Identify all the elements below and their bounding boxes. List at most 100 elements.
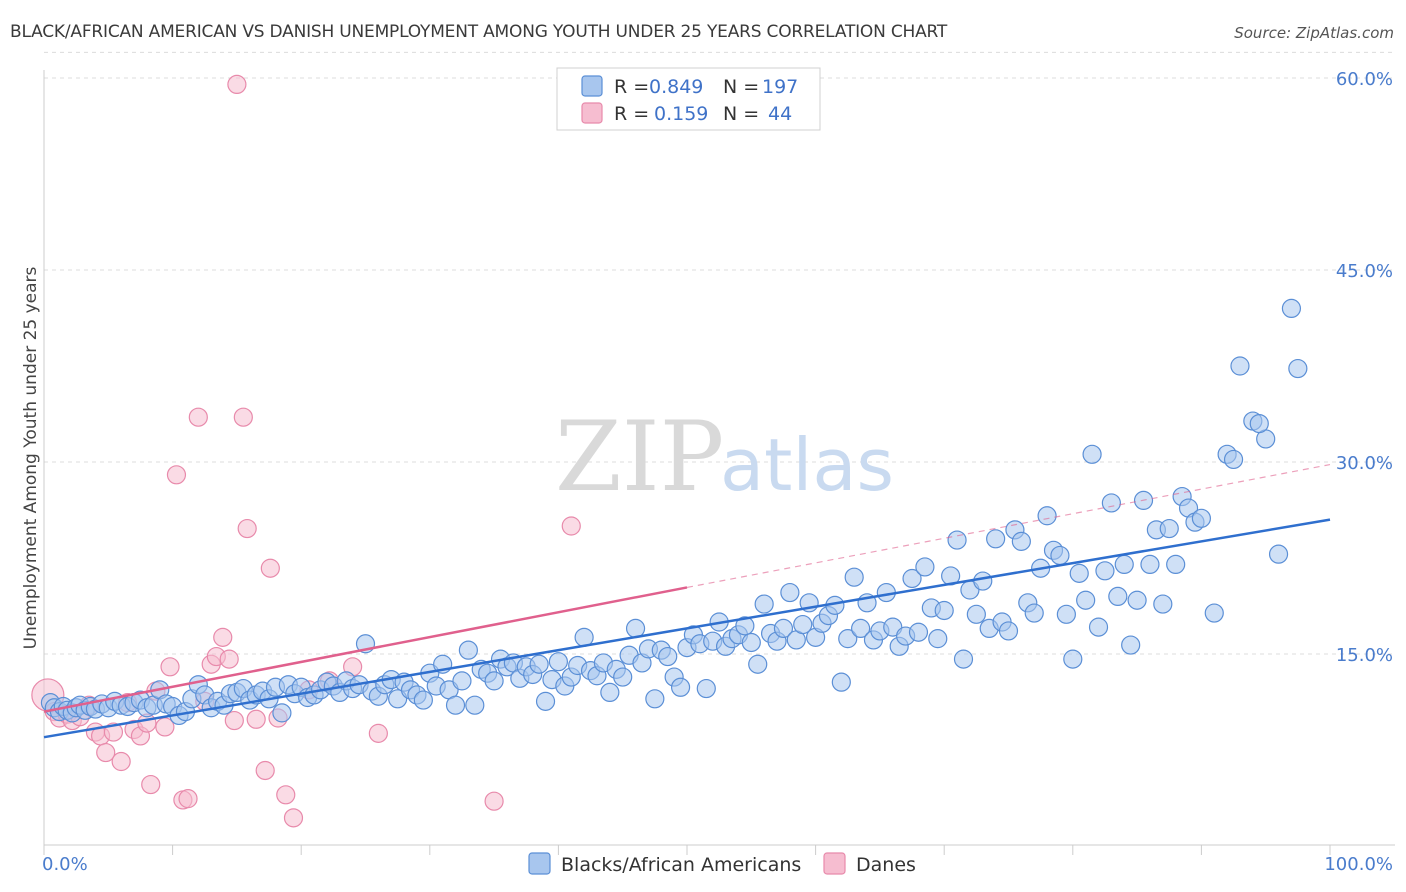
point-blacks	[1037, 506, 1057, 526]
trend-lines	[43, 463, 1331, 739]
legend-n-label-danes: N =	[723, 103, 759, 125]
point-blacks	[851, 618, 871, 639]
point-blacks	[613, 667, 633, 687]
point-blacks	[535, 691, 556, 711]
point-blacks	[1153, 594, 1173, 614]
point-blacks	[986, 529, 1006, 549]
point-blacks	[1108, 586, 1128, 607]
point-blacks	[1024, 603, 1044, 623]
point-blacks	[625, 618, 646, 639]
y-tick-label-2: 45.0%	[1336, 261, 1393, 282]
point-blacks	[413, 690, 433, 710]
point-blacks	[793, 614, 813, 635]
point-danes	[368, 723, 388, 743]
point-danes	[213, 627, 233, 647]
point-danes	[141, 774, 161, 795]
point-blacks	[838, 629, 858, 649]
point-blacks	[1011, 531, 1031, 551]
point-blacks	[1191, 508, 1212, 528]
axes	[43, 70, 1395, 855]
point-blacks	[844, 567, 864, 587]
point-danes	[224, 710, 244, 731]
point-blacks	[928, 629, 948, 649]
point-blacks	[1268, 544, 1289, 564]
point-blacks	[902, 568, 922, 589]
legend-bottom-swatch-danes	[823, 852, 846, 875]
point-danes	[484, 791, 504, 811]
point-blacks	[1076, 590, 1096, 610]
watermark-atlas: atlas	[720, 423, 894, 507]
point-blacks	[741, 632, 761, 653]
legend-bottom-label-danes: Danes	[856, 854, 916, 876]
point-danes	[96, 742, 116, 763]
point-blacks	[1281, 298, 1302, 318]
point-blacks	[1204, 603, 1224, 623]
point-blacks	[445, 695, 466, 715]
watermark: ZIP atlas	[555, 401, 894, 513]
point-blacks	[973, 571, 993, 591]
point-blacks	[1082, 444, 1102, 464]
point-danes	[255, 760, 275, 781]
legend-r-label-blacks: R =	[614, 76, 649, 98]
point-danes	[111, 751, 131, 772]
point-blacks	[831, 672, 851, 692]
point-blacks	[645, 689, 665, 709]
legend-r-label-danes: R =	[614, 103, 649, 125]
point-blacks	[272, 703, 292, 723]
point-blacks	[484, 671, 504, 691]
point-blacks	[670, 677, 691, 697]
point-blacks	[1159, 518, 1179, 539]
watermark-zip: ZIP	[555, 401, 724, 513]
trend-line-danes	[43, 586, 688, 713]
chart-title: BLACK/AFRICAN AMERICAN VS DANISH UNEMPLO…	[10, 22, 948, 42]
point-blacks	[1127, 590, 1147, 610]
point-blacks	[1121, 635, 1141, 655]
point-danes	[260, 558, 280, 578]
point-blacks	[1223, 449, 1244, 470]
point-danes	[160, 657, 180, 677]
point-blacks	[452, 671, 472, 691]
legend-swatch-danes	[581, 102, 603, 124]
trend-line-blacks	[43, 518, 1331, 739]
point-blacks	[658, 646, 678, 667]
point-blacks	[953, 649, 974, 669]
point-blacks	[915, 557, 935, 577]
x-tick-label-min: 0.0%	[42, 854, 88, 875]
point-blacks	[1050, 545, 1070, 566]
point-blacks	[1288, 358, 1308, 379]
point-blacks	[1140, 554, 1160, 575]
legend-n-value-danes: 44	[768, 103, 792, 125]
legend-n-label-blacks: N =	[723, 76, 759, 98]
point-blacks	[1101, 493, 1121, 513]
legend-top: R = 0.849 N = 197 R = 0.159 N = 44	[556, 67, 821, 131]
point-blacks	[908, 622, 929, 642]
point-danes	[166, 465, 187, 485]
point-danes	[246, 709, 266, 729]
point-blacks	[529, 654, 549, 674]
point-blacks	[1095, 561, 1115, 581]
point-blacks	[458, 640, 478, 660]
point-danes	[219, 649, 239, 669]
point-blacks	[966, 604, 986, 624]
y-tick-label-0: 15.0%	[1336, 645, 1393, 666]
point-danes	[233, 407, 253, 427]
point-blacks	[780, 582, 800, 603]
point-blacks	[1230, 356, 1250, 376]
point-danes	[103, 722, 124, 742]
point-blacks	[696, 678, 716, 699]
point-blacks	[1114, 554, 1134, 575]
point-blacks	[1249, 414, 1269, 434]
legend-r-value-danes: 0.159	[654, 103, 708, 125]
grid-lines	[44, 51, 1395, 655]
y-tick-label-3: 60.0%	[1336, 69, 1393, 90]
point-danes	[283, 808, 304, 828]
point-blacks	[600, 682, 620, 703]
point-blacks	[934, 600, 954, 621]
point-danes	[188, 407, 208, 427]
point-blacks	[1069, 563, 1089, 583]
legend-bottom: Blacks/African Americans Danes	[528, 852, 916, 876]
source-label: Source: ZipAtlas.com	[1234, 24, 1394, 42]
legend-bottom-swatch-blacks	[528, 852, 551, 875]
point-blacks	[754, 594, 774, 614]
point-danes	[276, 785, 296, 805]
